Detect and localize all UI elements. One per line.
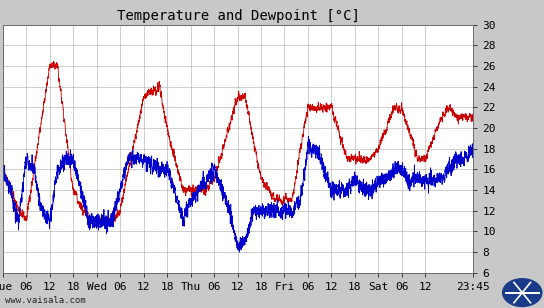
Circle shape	[503, 279, 542, 306]
Text: www.vaisala.com: www.vaisala.com	[5, 296, 86, 305]
Title: Temperature and Dewpoint [°C]: Temperature and Dewpoint [°C]	[116, 10, 360, 23]
